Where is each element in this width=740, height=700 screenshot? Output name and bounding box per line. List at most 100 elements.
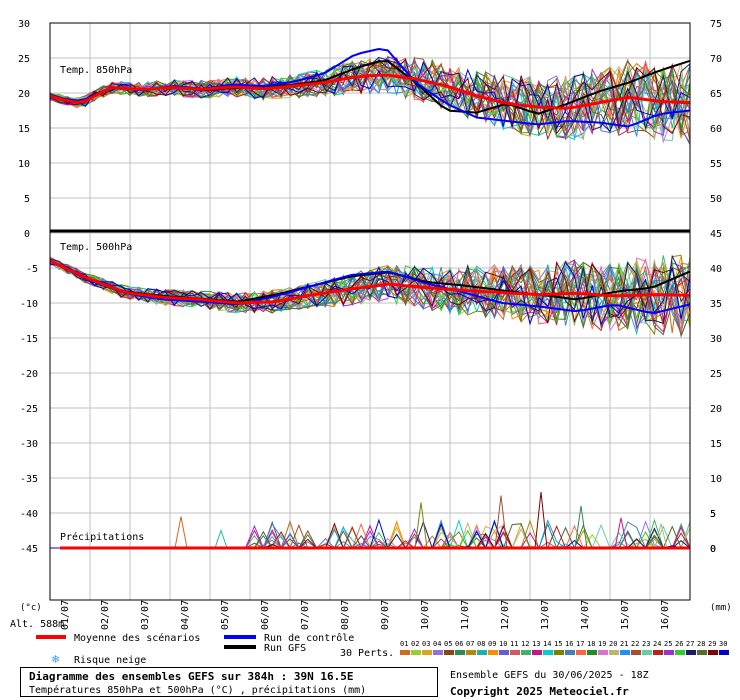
y-tick-label-850: 25	[18, 54, 30, 65]
y-tick-label-500: -15	[20, 334, 38, 345]
precip-spike	[654, 523, 668, 549]
y-right-tick-500: 5	[710, 509, 716, 520]
pert-number: 30	[719, 640, 727, 648]
perturbation-legend: 01 02 03 04 05 06 07 08 09 10 11 12 13 14 15 16 17 18 19 20…	[400, 640, 729, 655]
pert-swatch	[455, 650, 465, 655]
x-date-label: 12/07	[500, 600, 511, 630]
pert-swatch	[554, 650, 564, 655]
y-right-tick-precip: 0	[710, 544, 716, 555]
pert-swatch	[400, 650, 410, 655]
legend: Moyenne des scénarios Run de contrôle Ru…	[36, 632, 729, 666]
footer-subtitle: Températures 850hPa et 500hPa (°C) , pré…	[29, 685, 367, 696]
y-tick-label-850: 10	[18, 159, 30, 170]
mean-line	[49, 259, 691, 305]
pert-swatch	[642, 650, 652, 655]
run-info: Ensemble GEFS du 30/06/2025 - 18Z	[450, 670, 649, 681]
y-right-tick-500: 45	[710, 229, 722, 240]
y-right-tick-500: 30	[710, 334, 722, 345]
x-date-label: 05/07	[220, 600, 231, 630]
pert-swatch	[466, 650, 476, 655]
pert-number: 17	[576, 640, 584, 648]
pert-swatch	[686, 650, 696, 655]
pert-swatch	[609, 650, 619, 655]
perturbation-line	[49, 260, 691, 326]
pert-number: 01	[400, 640, 408, 648]
copyright: Copyright 2025 Meteociel.fr	[450, 685, 629, 698]
y-tick-label-500: -10	[20, 299, 38, 310]
snowflake-icon: ❄	[52, 652, 59, 666]
pert-swatch	[598, 650, 608, 655]
pert-number: 20	[609, 640, 617, 648]
pert-number: 19	[598, 640, 606, 648]
y-right-tick-850: 65	[710, 89, 722, 100]
pert-number: 13	[532, 640, 540, 648]
x-date-label: 07/07	[300, 600, 311, 630]
x-date-label: 10/07	[420, 600, 431, 630]
pert-number: 02	[411, 640, 419, 648]
y-tick-label-500: -25	[20, 404, 38, 415]
pert-swatch	[664, 650, 674, 655]
y-right-tick-precip: 5	[710, 509, 716, 520]
pert-number: 23	[642, 640, 650, 648]
pert-swatch	[422, 650, 432, 655]
y-tick-label-500: -20	[20, 369, 38, 380]
pert-number: 03	[422, 640, 430, 648]
y-tick-label-500: -5	[26, 264, 38, 275]
perturbation-line	[49, 58, 691, 135]
pert-swatch	[708, 650, 718, 655]
y-right-tick-500: 40	[710, 264, 722, 275]
x-date-label: 14/07	[580, 600, 591, 630]
pert-swatch	[576, 650, 586, 655]
x-date-label: 06/07	[260, 600, 271, 630]
x-date-label: 13/07	[540, 600, 551, 630]
pert-number: 21	[620, 640, 628, 648]
x-date-label: 01/07	[60, 600, 71, 630]
pert-number: 25	[664, 640, 672, 648]
pert-number: 28	[697, 640, 705, 648]
footer-title-box: Diagramme des ensembles GEFS sur 384h : …	[20, 667, 438, 697]
precip-spike	[414, 502, 428, 549]
pert-swatch	[719, 650, 729, 655]
legend-gfs-label: Run GFS	[264, 643, 306, 654]
precip-spike	[574, 505, 588, 549]
y-tick-label-500: -30	[20, 439, 38, 450]
pert-number: 04	[433, 640, 441, 648]
pert-number: 22	[631, 640, 639, 648]
pert-number: 08	[477, 640, 485, 648]
precip-spike	[214, 528, 228, 549]
y-right-tick-850: 55	[710, 159, 722, 170]
pert-number: 24	[653, 640, 661, 648]
y-right-tick-500: 35	[710, 299, 722, 310]
chart-axes: 302520151050-5-10-15-20-25-30-35-40-4575…	[18, 19, 722, 601]
pert-swatch	[477, 650, 487, 655]
y-right-tick-850: 60	[710, 124, 722, 135]
mean-line	[49, 73, 691, 110]
precip-spike	[174, 516, 188, 549]
y-right-tick-850: 75	[710, 19, 722, 30]
pert-swatch	[510, 650, 520, 655]
x-date-label: 04/07	[180, 600, 191, 630]
perturbation-line	[49, 254, 691, 325]
pert-swatch	[411, 650, 421, 655]
pert-number: 14	[543, 640, 551, 648]
pert-swatch	[653, 650, 663, 655]
perturbation-line	[49, 56, 691, 141]
pert-swatch	[543, 650, 553, 655]
x-date-label: 09/07	[380, 600, 391, 630]
y-right-tick-850: 50	[710, 194, 722, 205]
y-right-tick-500: 20	[710, 404, 722, 415]
pert-number: 06	[455, 640, 463, 648]
x-date-label: 02/07	[100, 600, 111, 630]
pert-swatch	[697, 650, 707, 655]
x-date-label: 03/07	[140, 600, 151, 630]
y-tick-label-500: -40	[20, 509, 38, 520]
pert-swatch	[532, 650, 542, 655]
pert-number: 07	[466, 640, 474, 648]
y-right-tick-500: 15	[710, 439, 722, 450]
legend-snow-label: Risque neige	[74, 655, 146, 666]
x-date-label: 15/07	[620, 600, 631, 630]
x-date-label: 11/07	[460, 600, 471, 630]
pert-number: 15	[554, 640, 562, 648]
pert-swatch	[620, 650, 630, 655]
left-unit-label: (°c)	[20, 603, 42, 613]
